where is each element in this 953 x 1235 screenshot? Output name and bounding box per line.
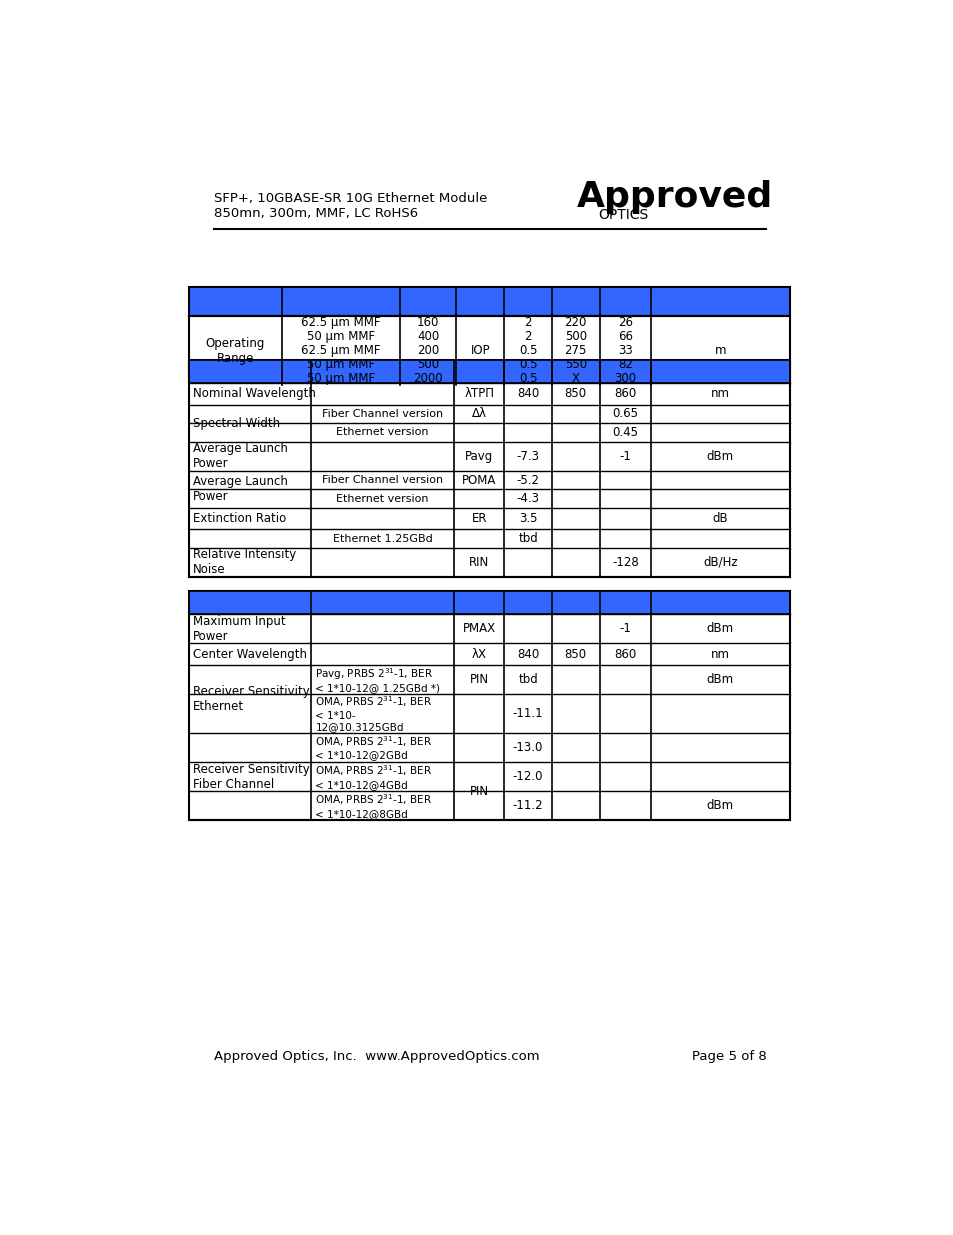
Text: -13.0: -13.0	[513, 741, 542, 753]
Bar	[189, 359, 789, 383]
Text: PIN: PIN	[469, 673, 488, 685]
Text: Operating
Range: Operating Range	[206, 337, 265, 364]
Text: PMAX: PMAX	[462, 622, 496, 635]
Text: RIN: RIN	[469, 556, 489, 569]
Text: 840: 840	[517, 647, 538, 661]
Text: 2: 2	[524, 316, 531, 330]
Text: OMA, PRBS 2$^{31}$-1, BER
< 1*10-12@2GBd: OMA, PRBS 2$^{31}$-1, BER < 1*10-12@2GBd	[315, 734, 432, 761]
Text: 860: 860	[614, 647, 636, 661]
Text: λX: λX	[471, 647, 486, 661]
Text: dBm: dBm	[706, 622, 733, 635]
Text: 62.5 μm MMF: 62.5 μm MMF	[301, 316, 380, 330]
Text: Δλ: Δλ	[471, 408, 486, 420]
Text: 50 μm MMF: 50 μm MMF	[307, 330, 375, 343]
Text: OMA, PRBS 2$^{31}$-1, BER
< 1*10-12@4GBd: OMA, PRBS 2$^{31}$-1, BER < 1*10-12@4GBd	[315, 763, 432, 789]
Text: dBm: dBm	[706, 450, 733, 463]
Text: 300: 300	[614, 372, 636, 385]
Text: 0.5: 0.5	[518, 372, 537, 385]
Text: dBm: dBm	[706, 673, 733, 685]
Bar	[189, 592, 789, 614]
Text: -1: -1	[618, 450, 631, 463]
Text: 850: 850	[564, 388, 586, 400]
Text: -128: -128	[611, 556, 638, 569]
Text: 50 μm MMF: 50 μm MMF	[307, 372, 375, 385]
Text: 66: 66	[618, 330, 632, 343]
Text: Relative Intensity
Noise: Relative Intensity Noise	[193, 548, 295, 577]
Text: Maximum Input
Power: Maximum Input Power	[193, 615, 285, 642]
Text: IOP: IOP	[470, 345, 490, 357]
Text: OPTICS: OPTICS	[598, 209, 648, 222]
Text: SFP+, 10GBASE-SR 10G Ethernet Module: SFP+, 10GBASE-SR 10G Ethernet Module	[213, 191, 487, 205]
Text: dB/Hz: dB/Hz	[702, 556, 737, 569]
Text: Spectral Width: Spectral Width	[193, 416, 280, 430]
Text: 33: 33	[618, 345, 632, 357]
Text: Pavg, PRBS 2$^{31}$-1, BER
< 1*10-12@ 1.25GBd *): Pavg, PRBS 2$^{31}$-1, BER < 1*10-12@ 1.…	[315, 666, 440, 693]
Text: 0.65: 0.65	[612, 408, 638, 420]
Text: -4.3: -4.3	[516, 492, 539, 505]
Text: -5.2: -5.2	[516, 473, 539, 487]
Text: X: X	[571, 372, 579, 385]
Bar	[189, 359, 789, 577]
Text: λTPΠ: λTPΠ	[464, 388, 494, 400]
Text: 275: 275	[564, 345, 586, 357]
Text: 82: 82	[618, 358, 632, 370]
Text: POMA: POMA	[461, 473, 496, 487]
Text: Extinction Ratio: Extinction Ratio	[193, 513, 286, 525]
Text: dBm: dBm	[706, 799, 733, 813]
Text: Page 5 of 8: Page 5 of 8	[691, 1050, 765, 1063]
Text: 2000: 2000	[413, 372, 442, 385]
Text: Ethernet version: Ethernet version	[336, 494, 429, 504]
Text: OMA, PRBS 2$^{31}$-1, BER
< 1*10-
12@10.3125GBd: OMA, PRBS 2$^{31}$-1, BER < 1*10- 12@10.…	[315, 694, 432, 732]
Text: OMA, PRBS 2$^{31}$-1, BER
< 1*10-12@8GBd: OMA, PRBS 2$^{31}$-1, BER < 1*10-12@8GBd	[315, 793, 432, 819]
Bar	[189, 287, 789, 316]
Text: 0.5: 0.5	[518, 358, 537, 370]
Text: 160: 160	[416, 316, 438, 330]
Text: 0.45: 0.45	[612, 426, 638, 438]
Text: 62.5 μm MMF: 62.5 μm MMF	[301, 345, 380, 357]
Bar	[189, 592, 789, 820]
Text: 550: 550	[564, 358, 586, 370]
Text: 850mn, 300m, MMF, LC RoHS6: 850mn, 300m, MMF, LC RoHS6	[213, 207, 417, 220]
Text: Fiber Channel version: Fiber Channel version	[322, 409, 443, 419]
Text: Pavg: Pavg	[465, 450, 493, 463]
Text: Fiber Channel version: Fiber Channel version	[322, 475, 443, 485]
Text: 220: 220	[564, 316, 586, 330]
Text: Ethernet version: Ethernet version	[336, 427, 429, 437]
Text: ER: ER	[471, 513, 486, 525]
Text: -12.0: -12.0	[513, 769, 543, 783]
Text: 840: 840	[517, 388, 538, 400]
Text: 860: 860	[614, 388, 636, 400]
Text: 50 μm MMF: 50 μm MMF	[307, 358, 375, 370]
Text: 2: 2	[524, 330, 531, 343]
Text: nm: nm	[710, 647, 729, 661]
Text: -1: -1	[618, 622, 631, 635]
Text: Approved Optics, Inc.  www.ApprovedOptics.com: Approved Optics, Inc. www.ApprovedOptics…	[213, 1050, 538, 1063]
Text: -11.2: -11.2	[512, 799, 543, 813]
Text: 0.5: 0.5	[518, 345, 537, 357]
Text: 200: 200	[416, 345, 438, 357]
Text: tbd: tbd	[517, 532, 537, 545]
Text: Average Launch
Power: Average Launch Power	[193, 442, 288, 471]
Text: Receiver Sensitivity
Ethernet: Receiver Sensitivity Ethernet	[193, 684, 310, 713]
Text: -11.1: -11.1	[512, 706, 543, 720]
Text: 3.5: 3.5	[518, 513, 537, 525]
Text: Ethernet 1.25GBd: Ethernet 1.25GBd	[333, 534, 432, 543]
Text: 400: 400	[416, 330, 438, 343]
Text: m: m	[714, 345, 725, 357]
Text: Approved: Approved	[576, 180, 772, 214]
Text: Average Launch
Power: Average Launch Power	[193, 475, 288, 504]
Text: Center Wavelength: Center Wavelength	[193, 647, 307, 661]
Text: -7.3: -7.3	[516, 450, 539, 463]
Text: PIN: PIN	[469, 784, 488, 798]
Text: 500: 500	[564, 330, 586, 343]
Text: dB: dB	[712, 513, 727, 525]
Text: nm: nm	[710, 388, 729, 400]
Text: 500: 500	[416, 358, 438, 370]
Text: tbd: tbd	[517, 673, 537, 685]
Text: 26: 26	[618, 316, 632, 330]
Text: Nominal Wavelength: Nominal Wavelength	[193, 388, 315, 400]
Text: Receiver Sensitivity
Fiber Channel: Receiver Sensitivity Fiber Channel	[193, 762, 310, 790]
Text: 850: 850	[564, 647, 586, 661]
Bar	[189, 316, 789, 385]
